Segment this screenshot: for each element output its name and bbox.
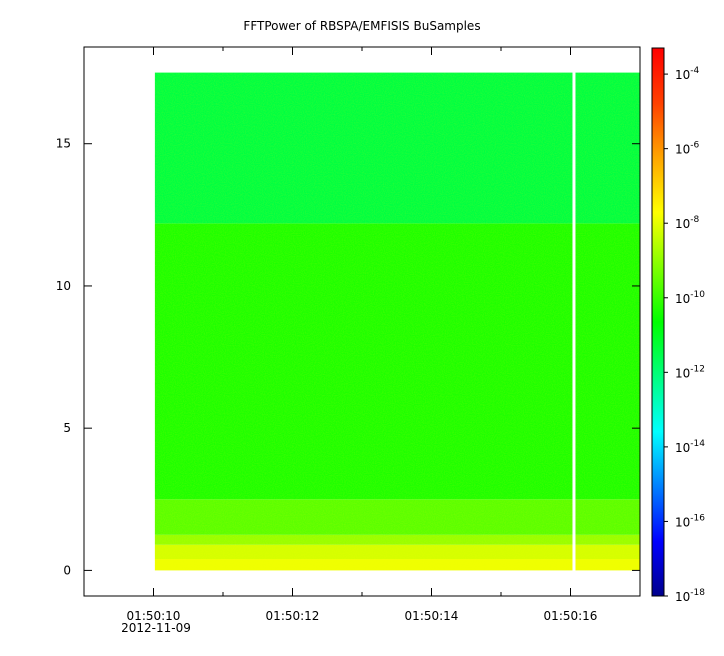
x-tick-label: 01:50:10 <box>127 609 181 623</box>
chart-title: FFTPower of RBSPA/EMFISIS BuSamples <box>243 19 480 33</box>
colorbar-tick-label: 10-4 <box>675 66 700 82</box>
spectrogram-texture <box>154 72 640 571</box>
colorbar-tick-label: 10-12 <box>675 364 705 380</box>
y-tick-label: 5 <box>63 421 71 435</box>
x-tick-label: 01:50:16 <box>544 609 598 623</box>
x-tick-label: 01:50:14 <box>405 609 459 623</box>
colorbar-tick-label: 10-14 <box>675 439 705 455</box>
colorbar-axis: 10-4 10-6 10-8 10-10 10-12 10-14 10-16 10-18 <box>664 66 705 604</box>
x-axis: 01:50:10 01:50:12 01:50:14 01:50:16 <box>83 47 598 623</box>
colorbar-tick-label: 10-8 <box>675 215 700 231</box>
spectrogram-data <box>154 71 640 572</box>
colorbar-tick-label: 10-6 <box>675 141 700 157</box>
y-axis: 0 5 10 15 <box>56 137 640 577</box>
y-tick-label: 15 <box>56 137 71 151</box>
y-tick-label: 0 <box>63 563 71 577</box>
y-tick-label: 10 <box>56 279 71 293</box>
x-date-label: 2012-11-09 <box>121 621 191 635</box>
x-tick-label: 01:50:12 <box>266 609 320 623</box>
data-gap <box>572 71 576 572</box>
colorbar-tick-label: 10-16 <box>675 513 705 529</box>
colorbar <box>651 47 665 597</box>
colorbar-tick-label: 10-10 <box>675 290 705 306</box>
colorbar-tick-label: 10-18 <box>675 588 705 604</box>
